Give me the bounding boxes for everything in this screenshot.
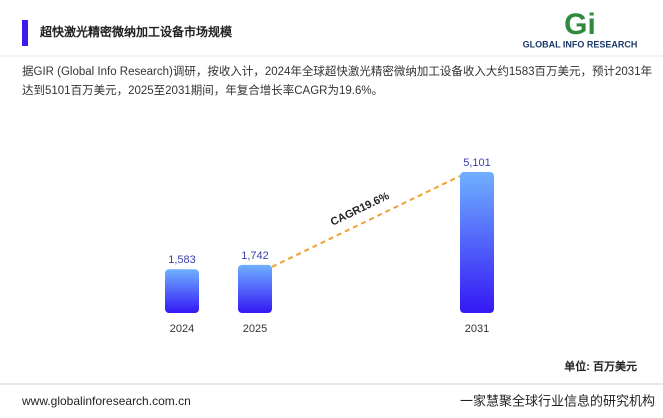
logo-mark: Gi [564,8,596,41]
footer-website: www.globalinforesearch.com.cn [21,394,191,408]
logo: Gi GLOBAL INFO RESEARCH [523,8,638,49]
category-label: 2025 [243,323,267,335]
value-label: 1,742 [241,250,269,262]
trend-line [271,175,461,268]
value-label: 5,101 [463,157,491,169]
cagr-annotation: CAGR19.6% [329,190,392,229]
unit-label: 单位: 百万美元 [564,359,637,373]
title: 超快激光精密微纳加工设备市场规模 [39,24,233,39]
bar [238,264,272,313]
category-label: 2031 [465,323,489,335]
value-label: 1,583 [168,254,196,266]
logo-text: GLOBAL INFO RESEARCH [523,39,638,49]
description-line: 达到5101百万美元，2025至2031期间，年复合增长率CAGR为19.6%。 [22,83,383,97]
bar [460,172,494,313]
category-label: 2024 [170,323,194,335]
bar [165,269,199,313]
footer-slogan: 一家慧聚全球行业信息的研究机构 [460,393,655,408]
title-accent [22,20,28,46]
description-line: 据GIR (Global Info Research)调研，按收入计，2024年… [22,64,652,78]
